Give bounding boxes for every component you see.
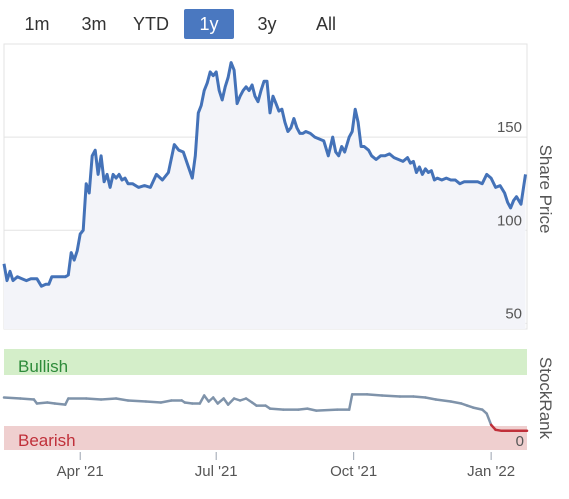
- stockrank-line-segment: [412, 395, 427, 399]
- x-tick-label: Jan '22: [467, 463, 515, 480]
- stockrank-y-tick-label: 0: [516, 433, 524, 450]
- stockrank-line-segment: [159, 399, 173, 404]
- price-y-tick-label: 150: [497, 119, 522, 136]
- stockrank-line-segment: [297, 407, 309, 411]
- bullish-band: [4, 349, 527, 375]
- stockrank-line-segment: [347, 393, 354, 411]
- bearish-band: [4, 426, 527, 450]
- range-button-3m[interactable]: 3m: [81, 14, 107, 34]
- x-tick-label: Apr '21: [57, 463, 104, 480]
- stockrank-line-segment: [183, 401, 194, 405]
- stockrank-line-segment: [2, 396, 22, 400]
- stockrank-line-segment: [485, 412, 493, 427]
- x-tick-label: Jul '21: [195, 463, 238, 480]
- price-y-ticks: 50 100 150: [497, 119, 522, 322]
- price-series-line: [2, 61, 527, 288]
- stockrank-line-segment: [35, 401, 49, 405]
- range-button-1m[interactable]: 1m: [24, 14, 50, 34]
- stockrank-line-segment: [99, 397, 118, 401]
- price-area: [4, 62, 526, 329]
- range-button-3y[interactable]: 3y: [257, 14, 277, 34]
- stockrank-line-segment: [216, 397, 225, 405]
- stockrank-line-segment: [365, 393, 384, 397]
- stockrank-line-segment: [84, 397, 103, 401]
- stockrank-axis-title: StockRank: [536, 357, 555, 440]
- stockrank-line-segment: [306, 407, 318, 412]
- stockrank-line-segment: [46, 401, 57, 405]
- stockrank-line-segment: [226, 397, 236, 406]
- stockrank-line-segment: [114, 397, 130, 402]
- stockrank-line-segment: [449, 400, 463, 405]
- stockrank-line-segment: [19, 397, 36, 401]
- stockrank-line-segment: [198, 394, 206, 405]
- stockrank-line-segment: [424, 396, 438, 401]
- x-tick-label: Oct '21: [330, 463, 377, 480]
- price-axis-title: Share Price: [536, 145, 555, 234]
- stockrank-line-segment: [380, 394, 402, 398]
- range-button-ytd[interactable]: YTD: [133, 14, 169, 34]
- stockrank-line-segment: [434, 398, 453, 403]
- stockrank-y-ticks: 0: [516, 433, 524, 450]
- stockrank-line-segment: [53, 402, 67, 406]
- bullish-label: Bullish: [18, 357, 68, 376]
- price-y-tick-label: 100: [497, 212, 522, 229]
- x-axis-ticks: Apr '21 Jul '21 Oct '21 Jan '22: [57, 452, 515, 480]
- range-button-all[interactable]: All: [315, 14, 336, 34]
- stockrank-line-segment: [144, 400, 163, 404]
- range-button-1y[interactable]: 1y: [184, 9, 234, 39]
- stockrank-series: [2, 393, 529, 433]
- stockrank-line-segment: [268, 407, 285, 411]
- stockrank-line-segment: [471, 406, 484, 411]
- bearish-label: Bearish: [18, 431, 76, 450]
- range-selector: 1m 3m YTD 1y 3y All: [0, 6, 400, 40]
- stockrank-line-segment: [315, 408, 339, 412]
- stockrank-line-segment: [126, 399, 148, 403]
- price-y-tick-label: 50: [505, 305, 522, 322]
